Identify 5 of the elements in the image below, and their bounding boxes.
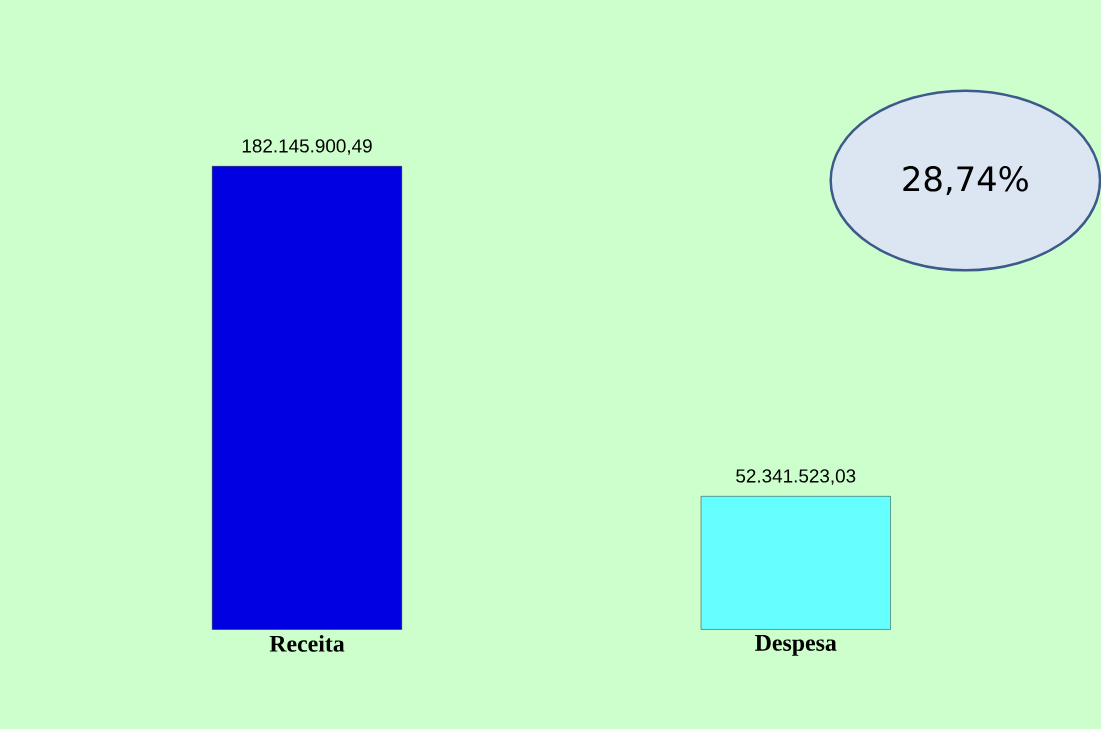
data-label: 182.145.900,49 xyxy=(242,139,372,155)
annotation: 28,74% xyxy=(903,165,1028,195)
x-tick-label: Despesa xyxy=(755,634,837,656)
data-label: 52.341.523,03 xyxy=(736,469,856,485)
x-tick-label: Receita xyxy=(269,634,345,652)
